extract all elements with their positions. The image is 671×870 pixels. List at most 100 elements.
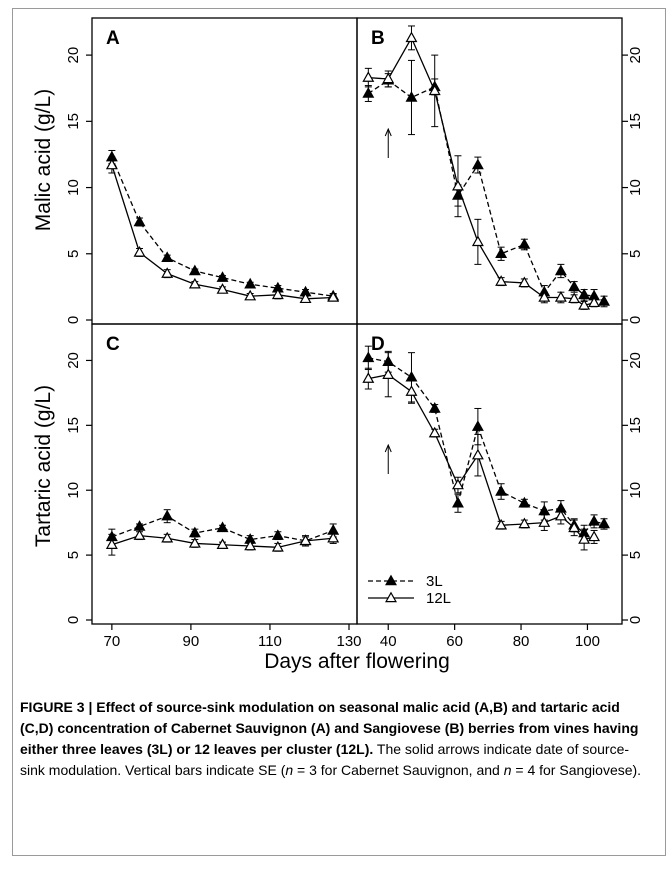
data-point: [161, 267, 174, 278]
y-tick-label: 0: [65, 616, 82, 624]
data-point: [216, 521, 229, 533]
data-point: [362, 87, 375, 98]
data-point: [216, 271, 229, 282]
legend-marker: [385, 591, 397, 603]
series-line: [368, 357, 605, 534]
x-tick-label: 110: [258, 633, 282, 650]
data-point: [188, 264, 201, 276]
panel-a: A 0 5 10 15 20: [65, 17, 358, 325]
data-point: [271, 540, 284, 552]
data-point: [554, 509, 567, 521]
data-point: [451, 496, 464, 508]
data-point: [161, 251, 174, 262]
legend-label: 3L: [426, 573, 443, 590]
data-point: [428, 426, 441, 438]
data-point: [554, 291, 567, 302]
series-12l: [105, 156, 340, 304]
data-point: [271, 288, 284, 300]
series-line: [368, 36, 595, 307]
figure-caption: FIGURE 3 | Effect of source-sink modulat…: [20, 697, 652, 781]
panel-letter: A: [106, 28, 120, 49]
data-point: [518, 276, 531, 288]
y-tick-label: 15: [65, 113, 82, 130]
caption-n-symbol-1: n: [285, 762, 294, 778]
data-point: [495, 247, 508, 259]
data-point: [188, 526, 201, 538]
panel-letter: B: [371, 28, 385, 49]
data-point: [568, 280, 581, 292]
data-point: [271, 529, 284, 540]
data-point: [518, 496, 531, 508]
data-point: [362, 372, 375, 383]
data-point: [578, 288, 591, 300]
y-tick-label: 5: [65, 551, 82, 559]
y-tick-label: 0: [627, 616, 644, 624]
panel-d: D 0 5 10 15 20 40 60 80 100: [356, 323, 644, 650]
panel-letter: D: [371, 334, 385, 355]
data-point: [538, 516, 551, 527]
data-point: [244, 289, 257, 301]
series-line: [367, 79, 605, 303]
caption-title: FIGURE 3 |: [20, 699, 97, 715]
y-tick-label: 10: [65, 482, 82, 499]
data-point: [471, 420, 484, 431]
legend-label: 12L: [426, 590, 451, 607]
series-line: [111, 156, 334, 297]
caption-text-3: = 4 for Sangiovese).: [511, 762, 642, 778]
series-3l: [105, 149, 340, 301]
panel-border: [356, 323, 623, 625]
x-tick-label: 60: [446, 633, 463, 650]
y-tick-label: 20: [65, 47, 82, 64]
data-point: [161, 531, 174, 543]
data-point: [451, 179, 464, 191]
data-point: [105, 538, 118, 549]
x-tick-label: 80: [513, 633, 530, 650]
data-point: [133, 529, 146, 540]
data-point: [495, 275, 508, 286]
data-point: [133, 246, 146, 257]
x-tick-label: 130: [336, 633, 361, 650]
data-point: [518, 238, 531, 249]
x-tick-label: 70: [104, 633, 121, 650]
y-tick-label: 5: [627, 551, 644, 559]
data-point: [538, 291, 551, 302]
caption-text-2: = 3 for Cabernet Sauvignon, and: [293, 762, 504, 778]
y-tick-label: 15: [627, 113, 644, 130]
caption-n-symbol-2: n: [503, 762, 512, 778]
series-line: [111, 515, 334, 542]
data-point: [598, 517, 611, 529]
data-point: [382, 368, 395, 379]
data-point: [188, 277, 201, 289]
data-point: [568, 521, 581, 533]
data-point: [451, 478, 464, 490]
y-tick-label: 5: [627, 250, 644, 258]
panel-border: [91, 323, 358, 625]
x-tick-label: 40: [380, 633, 397, 650]
arrow-head: [384, 127, 392, 137]
data-point: [588, 514, 601, 526]
data-point: [428, 402, 441, 413]
data-point: [471, 448, 484, 460]
data-point: [598, 295, 611, 306]
caption-text-1: The solid arrows indicate date of source…: [20, 741, 630, 778]
data-point: [362, 351, 375, 363]
y-tick-label: 0: [65, 316, 82, 324]
series-12l: [362, 352, 601, 551]
data-point: [216, 283, 229, 294]
series-3l: [362, 345, 611, 542]
x-tick-label: 100: [575, 633, 600, 650]
data-point: [495, 485, 508, 496]
data-point: [471, 235, 484, 247]
data-point: [188, 537, 201, 548]
y-tick-label: 15: [65, 417, 82, 434]
data-point: [362, 71, 375, 82]
data-point: [105, 158, 118, 170]
data-point: [554, 264, 567, 276]
data-point: [578, 299, 591, 310]
y-tick-label: 15: [627, 417, 644, 434]
panel-b: B 0 5 10 15 20: [356, 17, 644, 325]
data-point: [327, 531, 340, 543]
data-point: [216, 538, 229, 549]
y-axis-label-malic: Malic acid (g/L): [32, 89, 55, 231]
